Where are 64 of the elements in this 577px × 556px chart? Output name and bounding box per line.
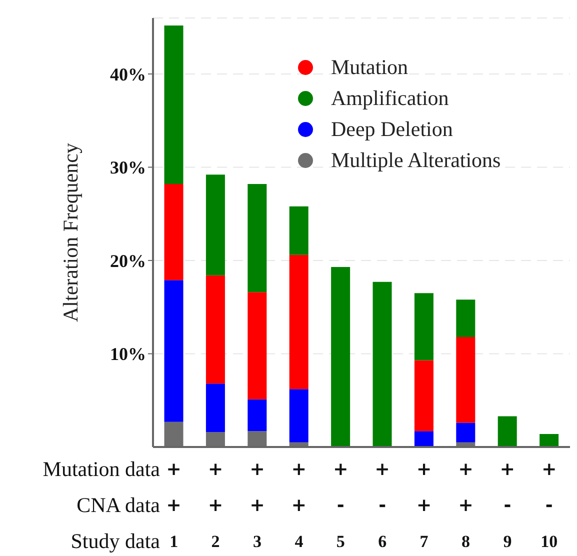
text: +	[248, 495, 266, 516]
bar	[164, 25, 184, 184]
x-tick-label: 4	[294, 532, 304, 551]
text: +	[457, 495, 474, 516]
bar	[414, 360, 434, 432]
bar	[206, 174, 225, 276]
bar	[456, 422, 476, 442]
text: +	[374, 459, 391, 480]
bar	[414, 431, 434, 447]
text: +	[290, 495, 308, 516]
bar	[289, 389, 308, 442]
bar	[164, 184, 184, 280]
bar	[498, 416, 517, 447]
bar	[414, 293, 434, 360]
text: Mutation data	[42, 457, 160, 482]
bar	[540, 434, 559, 447]
legend-label: Amplification	[331, 85, 449, 112]
text: +	[207, 495, 224, 516]
text: -	[336, 495, 346, 516]
y-tick-label: 20%	[110, 250, 146, 271]
text: +	[416, 495, 433, 516]
text: +	[165, 459, 182, 480]
bar	[289, 206, 308, 255]
text: +	[165, 495, 182, 516]
x-tick-label: 7	[420, 532, 429, 551]
x-tick-label: 2	[211, 532, 220, 551]
legend-label: Multiple Alterations	[331, 147, 501, 174]
text: +	[290, 459, 308, 480]
bar	[331, 267, 350, 447]
y-tick-label: 10%	[110, 344, 146, 364]
legend-label: Deep Deletion	[331, 116, 453, 143]
x-tick-label: 5	[336, 532, 345, 551]
y-tick-label: 30%	[110, 158, 146, 178]
x-tick-label: 6	[378, 532, 387, 551]
bar	[206, 275, 225, 384]
text: +	[498, 459, 516, 480]
text: +	[540, 459, 558, 480]
bar	[164, 280, 184, 422]
x-tick-label: 1	[170, 532, 178, 551]
text: -	[502, 495, 512, 516]
text: +	[416, 459, 433, 480]
bar	[248, 184, 267, 292]
bar	[456, 300, 476, 337]
text: -	[544, 495, 554, 516]
x-tick-label: 10	[540, 532, 558, 551]
bar	[248, 399, 267, 432]
legend-label: Mutation	[331, 54, 408, 81]
text: +	[248, 459, 266, 480]
text: -	[378, 495, 388, 516]
y-tick-label: 40%	[110, 64, 146, 84]
x-tick-label: 3	[253, 532, 262, 551]
text: +	[207, 459, 224, 480]
x-axis-title: Study data	[70, 529, 160, 554]
x-tick-label: 9	[503, 532, 512, 551]
text: +	[332, 459, 350, 480]
text: CNA data	[76, 493, 160, 518]
bar	[372, 282, 392, 447]
bar	[289, 254, 308, 390]
bar	[456, 336, 476, 423]
y-axis-title: Alteration Frequency	[58, 142, 82, 322]
bar	[248, 292, 267, 400]
bar	[206, 384, 225, 432]
text: +	[457, 459, 474, 480]
x-tick-label: 8	[462, 532, 470, 551]
